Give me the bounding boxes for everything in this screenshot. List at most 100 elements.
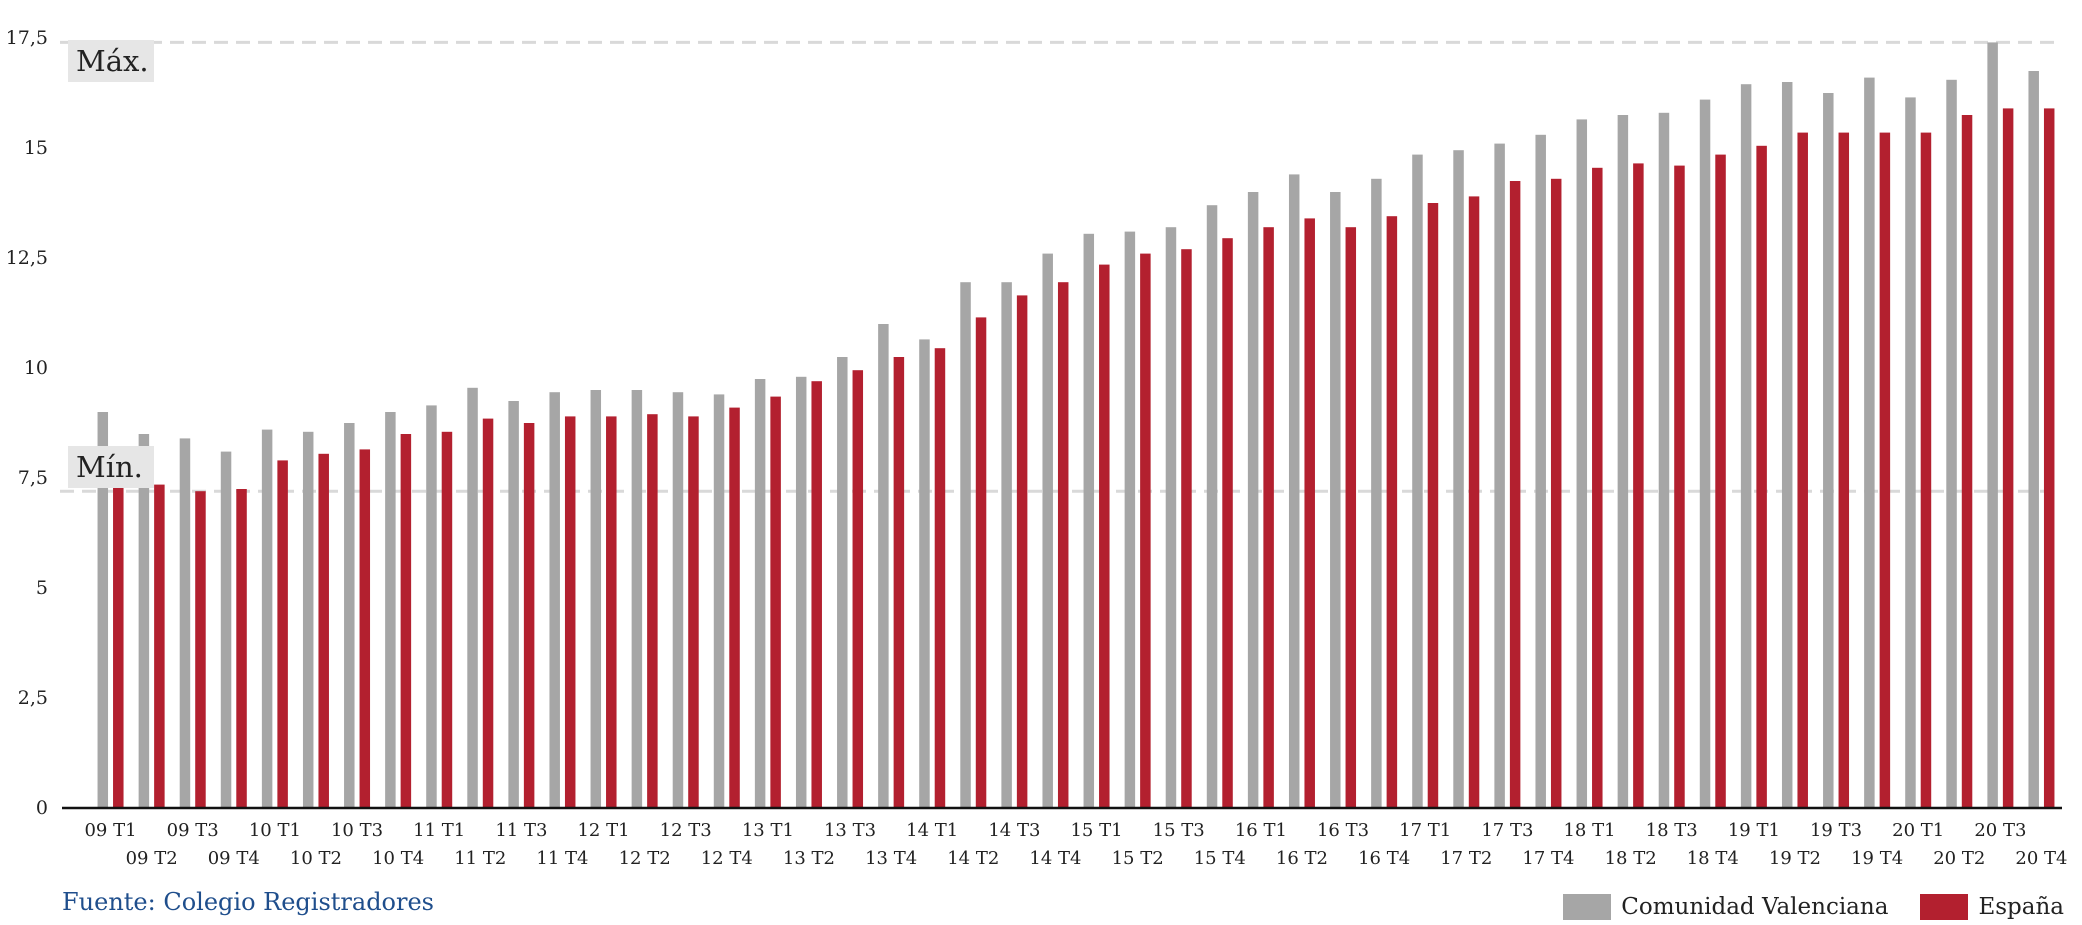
bar-espana — [1509, 181, 1521, 808]
bar-espana — [934, 348, 946, 808]
reference-labels: Máx. Mín. — [68, 40, 154, 488]
bar-comunidad-valenciana — [508, 401, 519, 808]
x-tick-label: 09 T4 — [208, 848, 260, 869]
x-tick-label: 14 T3 — [988, 820, 1040, 841]
x-axis-ticks: 09 T1 09 T2 09 T3 09 T4 10 T1 10 T2 10 T3 10 T4… — [84, 820, 2067, 869]
x-tick-label: 10 T4 — [372, 848, 424, 869]
bar-comunidad-valenciana — [1042, 253, 1053, 809]
legend-label-cv: Comunidad Valenciana — [1621, 894, 1889, 920]
x-tick-label: 17 T4 — [1522, 848, 1574, 869]
ref-label-max: Máx. — [76, 44, 149, 78]
bar-comunidad-valenciana — [878, 324, 889, 808]
y-tick-label: 12,5 — [6, 247, 48, 269]
bar-espana — [400, 434, 412, 808]
y-tick-label: 15 — [24, 137, 48, 159]
bar-comunidad-valenciana — [1371, 178, 1382, 809]
bar-espana — [1879, 132, 1891, 809]
ref-box-min — [68, 446, 154, 488]
bar-espana — [113, 478, 124, 808]
bar-espana — [606, 416, 617, 808]
bar-espana — [482, 418, 494, 808]
bar-espana — [1920, 132, 1932, 809]
bar-espana — [1222, 238, 1233, 808]
bar-comunidad-valenciana — [1083, 233, 1095, 809]
bar-espana — [318, 453, 329, 808]
x-tick-label: 20 T3 — [1974, 820, 2026, 841]
x-tick-label: 15 T2 — [1112, 848, 1164, 869]
legend-swatch-es — [1920, 894, 1969, 920]
bar-espana — [1057, 282, 1069, 808]
x-tick-label: 09 T1 — [84, 820, 136, 841]
bar-comunidad-valenciana — [1453, 150, 1464, 808]
bar-comunidad-valenciana — [754, 379, 766, 808]
y-tick-label: 7,5 — [18, 467, 48, 489]
bar-espana — [811, 381, 822, 808]
bar-comunidad-valenciana — [1535, 134, 1546, 809]
bar-comunidad-valenciana — [837, 357, 848, 808]
x-tick-label: 13 T3 — [824, 820, 876, 841]
x-tick-label: 19 T4 — [1851, 848, 1903, 869]
bar-espana — [647, 414, 658, 808]
bar-espana — [277, 460, 288, 808]
y-axis-ticks: 0 2,5 5 7,5 10 12,5 15 17,5 — [6, 27, 48, 819]
bar-espana — [195, 491, 206, 808]
legend-item-es: España — [1920, 894, 2064, 920]
bar-comunidad-valenciana — [220, 451, 232, 808]
bar-espana — [1550, 178, 1562, 809]
y-tick-label: 10 — [24, 357, 48, 379]
bar-espana — [893, 357, 905, 808]
bar-espana — [2043, 108, 2055, 808]
bar-comunidad-valenciana — [1946, 79, 1957, 809]
bar-comunidad-valenciana — [426, 405, 437, 808]
x-tick-label: 15 T1 — [1070, 820, 1122, 841]
x-tick-label: 10 T2 — [290, 848, 342, 869]
x-tick-label: 17 T1 — [1399, 820, 1451, 841]
bar-comunidad-valenciana — [549, 392, 560, 808]
bar-espana — [236, 489, 247, 808]
bar-espana — [154, 484, 165, 808]
bar-comunidad-valenciana — [467, 387, 478, 808]
bar-espana — [1304, 218, 1315, 808]
bar-comunidad-valenciana — [1987, 42, 1998, 808]
bar-comunidad-valenciana — [1864, 77, 1875, 809]
x-tick-label: 19 T3 — [1810, 820, 1862, 841]
legend-item-cv: Comunidad Valenciana — [1563, 894, 1888, 920]
bar-espana — [1756, 145, 1767, 809]
x-tick-label: 12 T2 — [619, 848, 671, 869]
bar-espana — [1592, 167, 1603, 809]
bar-espana — [441, 431, 453, 808]
x-tick-label: 19 T1 — [1728, 820, 1780, 841]
x-tick-label: 17 T2 — [1440, 848, 1492, 869]
bar-comunidad-valenciana — [1206, 205, 1218, 808]
bar-comunidad-valenciana — [1658, 112, 1670, 809]
bar-espana — [1633, 163, 1644, 808]
bar-comunidad-valenciana — [1617, 115, 1629, 808]
bar-espana — [2002, 108, 2014, 808]
bar-espana — [1797, 132, 1808, 809]
bar-espana — [1715, 154, 1726, 809]
legend-label-es: España — [1978, 894, 2064, 920]
bar-comunidad-valenciana — [1165, 227, 1177, 808]
bar-espana — [1386, 216, 1398, 808]
bar-espana — [564, 416, 576, 808]
bar-espana — [975, 317, 987, 808]
x-tick-label: 11 T2 — [454, 848, 506, 869]
x-tick-label: 14 T4 — [1029, 848, 1081, 869]
bar-espana — [1427, 203, 1439, 808]
x-tick-label: 20 T4 — [2015, 848, 2067, 869]
bar-espana — [1016, 295, 1028, 808]
x-tick-label: 20 T2 — [1933, 848, 1985, 869]
x-tick-label: 14 T2 — [947, 848, 999, 869]
bar-comunidad-valenciana — [919, 339, 930, 808]
x-tick-label: 16 T1 — [1235, 820, 1287, 841]
x-tick-label: 19 T2 — [1769, 848, 1821, 869]
x-tick-label: 12 T4 — [701, 848, 753, 869]
legend-swatch-cv — [1563, 894, 1612, 920]
bar-comunidad-valenciana — [1001, 282, 1012, 808]
bar-espana — [770, 396, 781, 808]
x-tick-label: 14 T1 — [906, 820, 958, 841]
x-tick-label: 13 T4 — [865, 848, 917, 869]
bar-comunidad-valenciana — [960, 282, 971, 808]
x-tick-label: 09 T3 — [167, 820, 219, 841]
